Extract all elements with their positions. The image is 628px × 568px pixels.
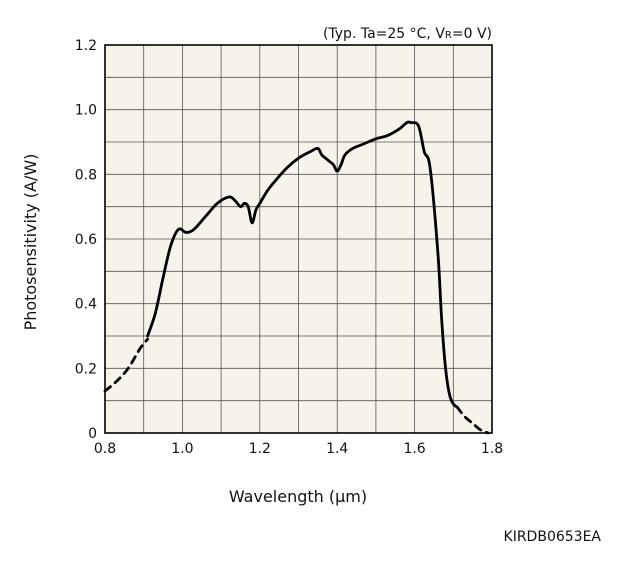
- x-axis-title: Wavelength (μm): [229, 487, 367, 506]
- curve-measured-segment: [146, 120, 459, 409]
- spectral-response-curve: [103, 120, 490, 435]
- x-tick-label: 0.8: [94, 441, 116, 457]
- figure-code: KIRDB0653EA: [504, 529, 602, 545]
- y-tick-label: 0.8: [75, 167, 97, 183]
- x-tick-label: 1.2: [249, 441, 271, 457]
- plot-frame: [104, 44, 493, 434]
- x-tick-label: 1.6: [403, 441, 425, 457]
- y-tick-label: 0.6: [75, 232, 97, 248]
- x-tick-label: 1.4: [326, 441, 348, 457]
- curve-extrapolated-segment: [103, 337, 149, 393]
- measurement-conditions: (Typ. Ta=25 °C, VR=0 V): [323, 26, 492, 42]
- y-tick-label: 1.2: [75, 38, 97, 54]
- x-tick-label: 1.0: [171, 441, 193, 457]
- y-tick-label: 0: [88, 426, 97, 442]
- y-axis-title: Photosensitivity (A/W): [21, 154, 40, 331]
- y-tick-label: 1.0: [75, 103, 97, 119]
- y-tick-labels: 0 0.2 0.4 0.6 0.8 1.0 1.2: [75, 38, 97, 442]
- x-tick-label: 1.8: [481, 441, 503, 457]
- x-tick-labels: 0.8 1.0 1.2 1.4 1.6 1.8: [94, 441, 503, 457]
- y-tick-label: 0.4: [75, 297, 97, 313]
- grid-lines: [105, 45, 492, 433]
- y-tick-label: 0.2: [75, 361, 97, 377]
